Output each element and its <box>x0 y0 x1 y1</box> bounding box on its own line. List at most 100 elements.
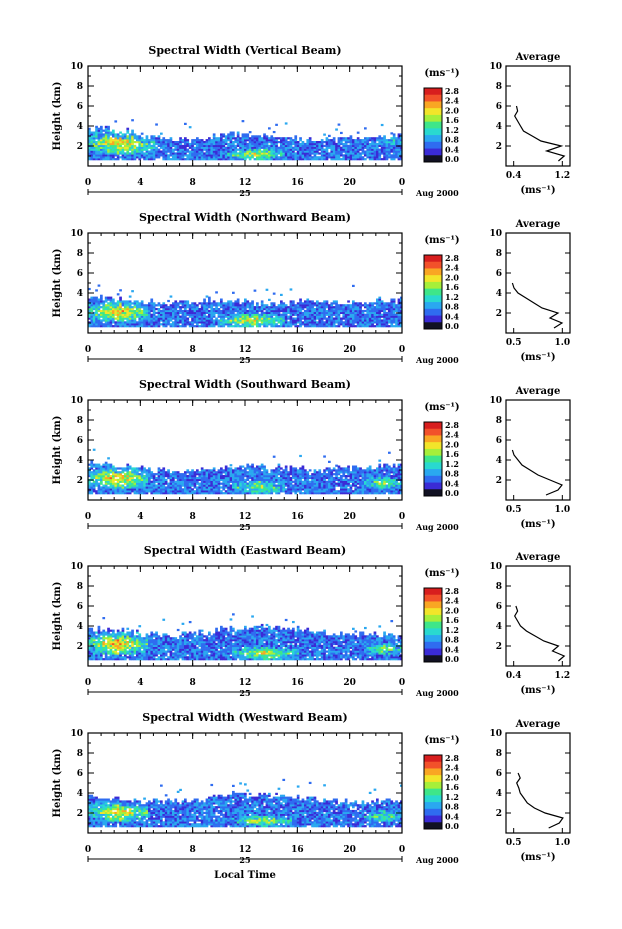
avg-y-tick-label: 4 <box>496 122 502 132</box>
avg-y-tick-label: 6 <box>496 436 502 446</box>
colorbar-tick-label: 2.8 <box>445 420 459 430</box>
colorbar-tick-label: 0.0 <box>445 821 459 831</box>
x-tick-label: 4 <box>137 345 143 355</box>
colorbar-tick-label: 0.0 <box>445 654 459 664</box>
average-frame <box>505 65 571 167</box>
colorbar-swatch <box>424 775 442 783</box>
average-profile-line <box>511 449 563 496</box>
colorbar-swatch <box>424 815 442 823</box>
colorbar-tick-label: 2.4 <box>445 430 459 440</box>
x-tick-label: 20 <box>343 845 356 855</box>
x-tick-label: 0 <box>85 678 91 688</box>
chart-title: Spectral Width (Northward Beam) <box>139 211 351 224</box>
colorbar-swatch <box>424 489 442 497</box>
y-tick-label: 2 <box>77 642 83 652</box>
colorbar-swatch <box>424 268 442 276</box>
avg-y-tick-label: 2 <box>496 142 502 152</box>
colorbar-swatch <box>424 482 442 490</box>
colorbar-tick-label: 0.0 <box>445 321 459 331</box>
x-tick-label: 16 <box>291 512 304 522</box>
y-tick-label: 8 <box>77 416 83 426</box>
avg-x-tick-label: 0.5 <box>506 505 522 515</box>
y-tick-label: 6 <box>77 602 83 612</box>
colorbar-tick-label: 2.0 <box>445 605 459 615</box>
colorbar-tick-label: 1.2 <box>445 792 459 802</box>
x-tick-label: 20 <box>343 512 356 522</box>
colorbar-tick-label: 1.6 <box>445 115 459 125</box>
colorbar-tick-label: 2.4 <box>445 763 459 773</box>
avg-x-tick-label: 1.2 <box>554 671 570 681</box>
colorbar-swatch <box>424 608 442 616</box>
average-profile-line <box>514 605 566 662</box>
y-axis-label: Height (km) <box>52 249 63 318</box>
y-tick-label: 10 <box>70 229 83 239</box>
x-tick-label: 16 <box>291 345 304 355</box>
colorbar-tick-label: 0.4 <box>445 144 459 154</box>
colorbar-swatch <box>424 101 442 109</box>
colorbar-swatch <box>424 808 442 816</box>
x-tick-label: 8 <box>190 178 196 188</box>
colorbar-frame <box>423 754 443 830</box>
date-label: Aug 2000 <box>415 688 459 698</box>
colorbar-tick-label: 2.0 <box>445 272 459 282</box>
x-tick-label: 0 <box>399 845 405 855</box>
colorbar-tick-label: 2.0 <box>445 439 459 449</box>
average-frame <box>505 399 571 501</box>
y-axis-label: Height (km) <box>52 749 63 818</box>
y-axis-label: Height (km) <box>52 416 63 485</box>
colorbar-swatch <box>424 448 442 457</box>
avg-x-label: (ms⁻¹) <box>520 852 555 863</box>
avg-y-tick-label: 6 <box>496 269 502 279</box>
x-tick-label: 12 <box>239 678 252 688</box>
avg-y-tick-label: 4 <box>496 289 502 299</box>
colorbar-tick-label: 1.2 <box>445 292 459 302</box>
y-tick-label: 2 <box>77 142 83 152</box>
colorbar-swatch <box>424 469 442 477</box>
colorbar-tick-label: 1.6 <box>445 282 459 292</box>
colorbar-swatch <box>424 614 442 623</box>
colorbar-tick-label: 1.2 <box>445 625 459 635</box>
avg-x-tick-label: 1.0 <box>554 838 570 848</box>
colorbar-swatch <box>424 621 442 629</box>
average-profile-line <box>514 105 566 162</box>
avg-y-tick-label: 10 <box>489 62 502 72</box>
x-tick-label: 16 <box>291 678 304 688</box>
colorbar-swatch <box>424 628 442 636</box>
panel-4: Spectral Width (Eastward Beam)0 4 8 12 16 20 0… <box>52 544 571 698</box>
avg-y-tick-label: 2 <box>496 809 502 819</box>
date-label: Aug 2000 <box>415 188 459 198</box>
colorbar-swatch <box>424 822 442 830</box>
avg-y-tick-label: 10 <box>489 396 502 406</box>
day-label: 25 <box>239 188 250 198</box>
x-tick-label: 0 <box>85 345 91 355</box>
x-tick-label: 12 <box>239 512 252 522</box>
colorbar-tick-label: 2.8 <box>445 753 459 763</box>
colorbar-swatch <box>424 275 442 283</box>
heatmap-cells <box>88 119 402 161</box>
x-tick-label: 8 <box>190 345 196 355</box>
colorbar-tick-label: 1.6 <box>445 782 459 792</box>
colorbar-units: (ms⁻¹) <box>424 568 459 579</box>
colorbar-swatch <box>424 295 442 303</box>
average-title: Average <box>515 52 561 63</box>
colorbar-tick-label: 1.2 <box>445 459 459 469</box>
panel-2: Spectral Width (Northward Beam)0 4 8 12 16 20… <box>52 211 571 365</box>
colorbar-tick-label: 0.8 <box>445 135 459 145</box>
colorbar-tick-label: 2.0 <box>445 105 459 115</box>
colorbar-swatch <box>424 88 442 96</box>
avg-y-tick-label: 10 <box>489 562 502 572</box>
colorbar-swatch <box>424 114 442 123</box>
y-tick-label: 4 <box>77 789 83 799</box>
average-title: Average <box>515 719 561 730</box>
avg-y-tick-label: 2 <box>496 309 502 319</box>
x-tick-label: 20 <box>343 178 356 188</box>
colorbar-tick-label: 2.4 <box>445 263 459 273</box>
y-tick-label: 10 <box>70 562 83 572</box>
avg-y-tick-label: 8 <box>496 82 502 92</box>
colorbar-swatch <box>424 442 442 450</box>
colorbar-swatch <box>424 155 442 163</box>
heatmap-cells <box>88 778 402 828</box>
x-tick-label: 8 <box>190 512 196 522</box>
avg-y-tick-label: 6 <box>496 769 502 779</box>
avg-y-tick-label: 4 <box>496 456 502 466</box>
